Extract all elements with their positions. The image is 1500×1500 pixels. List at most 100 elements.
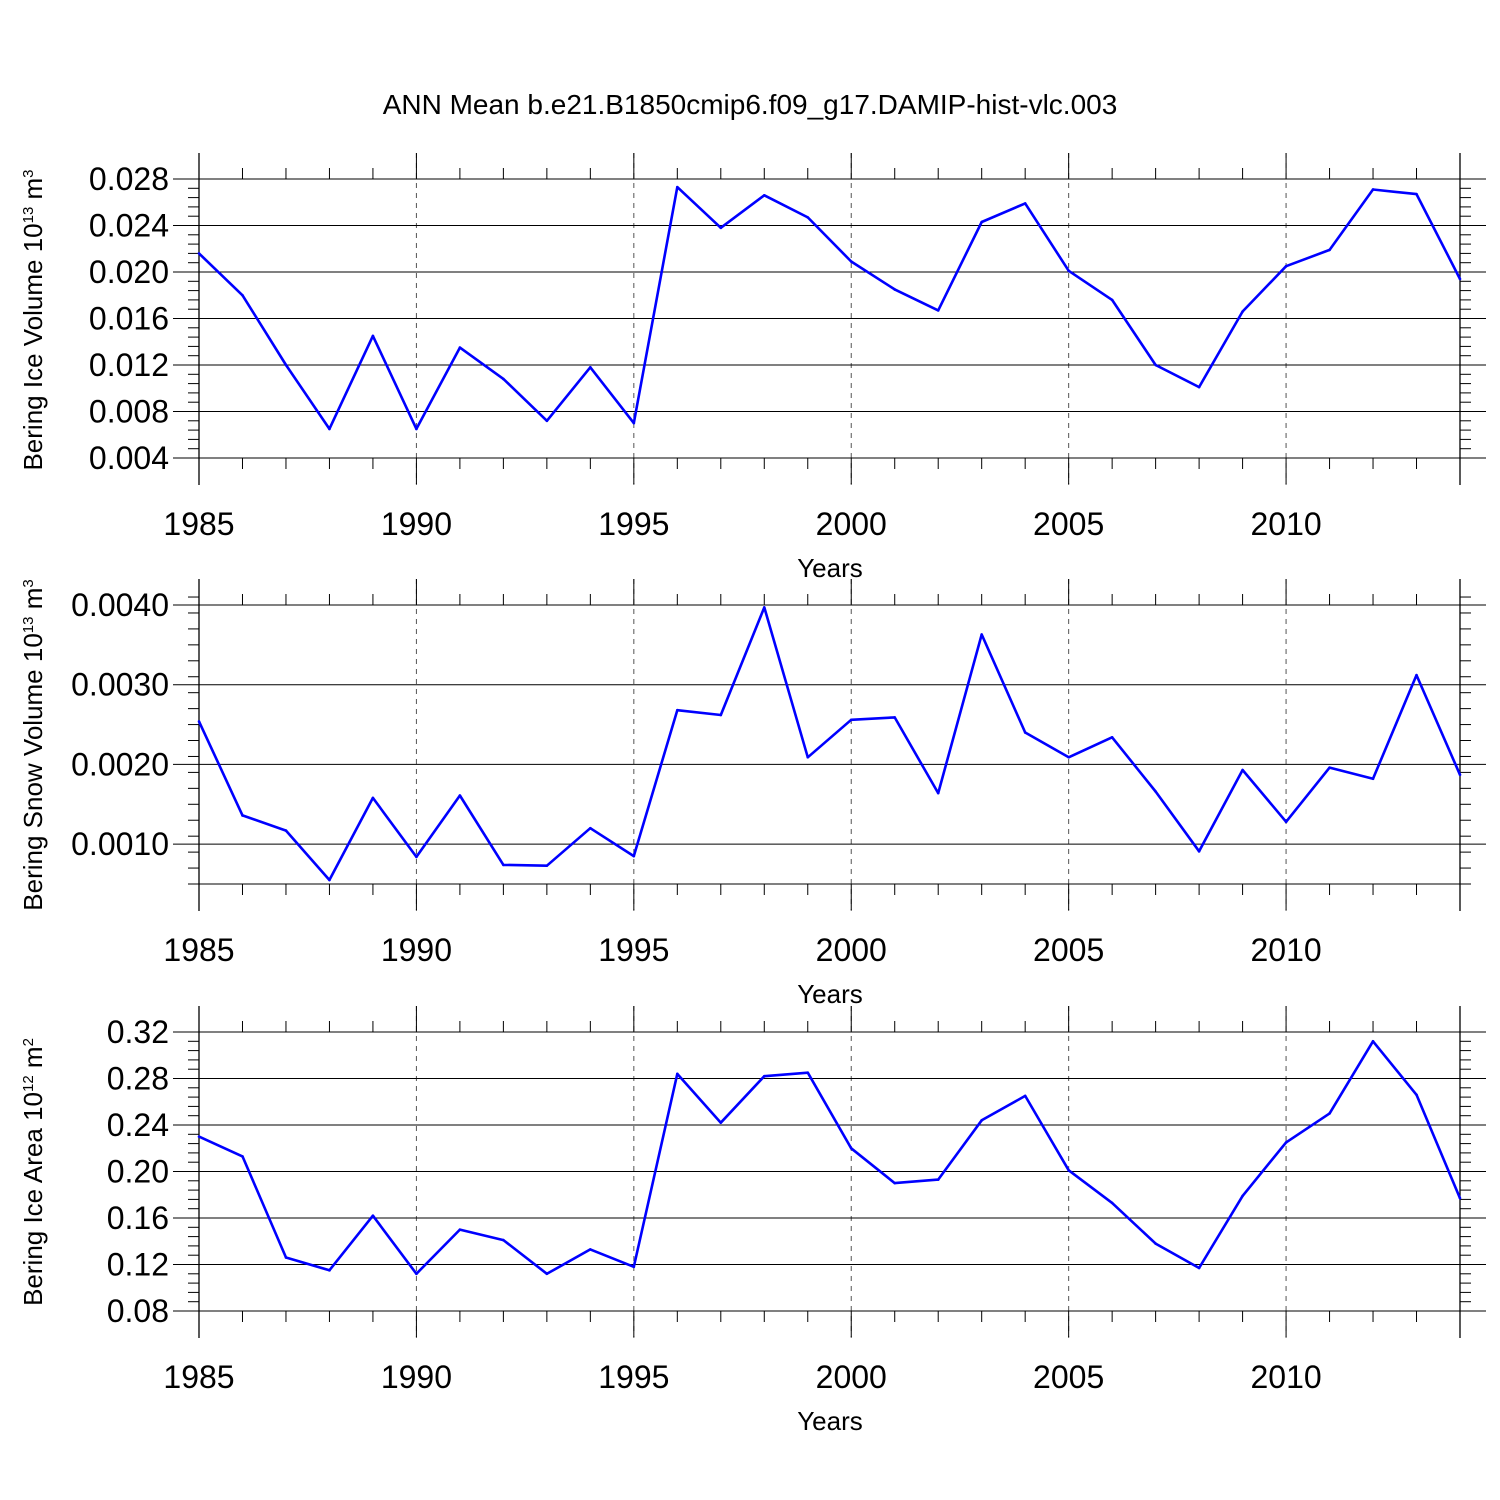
y-tick-label: 0.0030 xyxy=(71,667,169,703)
data-point xyxy=(676,1072,679,1076)
x-tick-label: 2005 xyxy=(1033,932,1104,968)
data-point xyxy=(1458,773,1462,777)
data-point xyxy=(936,1178,940,1181)
data-point xyxy=(1328,1112,1331,1115)
y-axis-title-part: m xyxy=(18,1046,48,1075)
x-axis-title: Years xyxy=(797,1406,863,1436)
data-point xyxy=(1415,192,1418,196)
data-point xyxy=(762,1074,766,1078)
data-point xyxy=(980,1119,983,1122)
x-tick-label: 1995 xyxy=(598,506,669,542)
data-point xyxy=(284,363,288,367)
y-axis-title-part: Bering Ice Volume 10 xyxy=(18,223,48,470)
x-tick-label: 2010 xyxy=(1250,932,1321,968)
data-point xyxy=(980,633,983,636)
data-point xyxy=(632,854,636,858)
data-point xyxy=(936,309,940,312)
data-point xyxy=(502,377,505,381)
y-tick-label: 0.0040 xyxy=(71,587,169,623)
data-point xyxy=(1415,1093,1418,1097)
data-point xyxy=(719,713,723,717)
x-tick-label: 2005 xyxy=(1033,1359,1104,1395)
data-point xyxy=(893,716,897,719)
data-point xyxy=(415,1272,418,1276)
y-axis-title-part: Bering Ice Area 10 xyxy=(18,1092,48,1306)
y-axis-title: Bering Snow Volume 1013 m3 xyxy=(18,579,48,910)
data-point xyxy=(719,226,723,230)
panel-1: 0.004 0.008 0.012 0.016 0.020 0.024 0.028 1985 1… xyxy=(18,153,1486,583)
data-point xyxy=(1328,766,1331,769)
y-tick-label: 0.12 xyxy=(107,1247,169,1283)
x-tick-label: 2000 xyxy=(816,1359,887,1395)
data-point xyxy=(589,1248,592,1251)
y-tick-label: 0.008 xyxy=(89,394,169,430)
data-point xyxy=(893,1181,897,1185)
data-point xyxy=(1241,310,1244,313)
data-point xyxy=(1371,1040,1375,1043)
data-point xyxy=(936,791,940,795)
y-tick-label: 0.0020 xyxy=(71,746,169,782)
data-point xyxy=(1197,850,1201,853)
data-point xyxy=(980,220,983,224)
data-point xyxy=(197,1135,201,1138)
data-point xyxy=(806,755,810,759)
panel-3: 0.08 0.12 0.16 0.20 0.24 0.28 0.32 1985 1990 1995… xyxy=(18,1006,1486,1436)
data-point xyxy=(284,1256,288,1259)
data-point xyxy=(328,1269,331,1272)
y-tick-label: 0.20 xyxy=(107,1154,169,1190)
y-axis-title: Bering Ice Volume 1013 m3 xyxy=(18,169,48,470)
y-axis-title-superscript: 13 xyxy=(20,207,37,224)
y-tick-label: 0.024 xyxy=(89,208,169,244)
data-point xyxy=(806,1071,810,1074)
data-point xyxy=(1067,755,1070,759)
data-point xyxy=(1241,1194,1244,1198)
x-tick-label: 1995 xyxy=(598,1359,669,1395)
y-tick-label: 0.020 xyxy=(89,254,169,290)
x-tick-label: 1985 xyxy=(163,1359,234,1395)
x-tick-label: 1985 xyxy=(163,932,234,968)
data-point xyxy=(1154,1242,1157,1245)
data-point xyxy=(502,863,505,867)
y-axis-title: Bering Ice Area 1012 m2 xyxy=(18,1038,48,1306)
data-point xyxy=(1023,202,1027,205)
data-point xyxy=(1458,277,1462,281)
data-point xyxy=(806,216,810,219)
data-point xyxy=(1241,768,1244,772)
panel-2: 0.0010 0.0020 0.0030 0.0040 1985 1990 1995 2000… xyxy=(18,579,1486,1009)
data-point xyxy=(1110,736,1114,739)
data-point xyxy=(241,814,244,817)
data-point xyxy=(328,878,331,882)
data-point xyxy=(1371,777,1375,781)
y-axis-title-superscript: 3 xyxy=(20,579,37,587)
data-point xyxy=(241,293,244,297)
series-line xyxy=(198,1040,1462,1276)
data-point xyxy=(1154,790,1157,793)
data-point xyxy=(458,346,462,349)
data-point xyxy=(1110,1201,1114,1205)
y-axis-title-superscript: 13 xyxy=(20,617,37,634)
data-point xyxy=(1023,731,1027,734)
x-tick-label: 1990 xyxy=(381,932,452,968)
data-point xyxy=(1284,264,1288,268)
x-tick-label: 2000 xyxy=(816,932,887,968)
y-tick-label: 0.012 xyxy=(89,347,169,383)
data-point xyxy=(676,708,679,712)
data-point xyxy=(1284,1141,1288,1144)
data-point xyxy=(545,1272,549,1276)
x-axis-title: Years xyxy=(797,979,863,1009)
data-point xyxy=(284,829,288,832)
data-point xyxy=(849,1146,853,1150)
data-point xyxy=(371,334,375,338)
data-point xyxy=(371,796,375,800)
x-tick-label: 1995 xyxy=(598,932,669,968)
series-line xyxy=(197,606,1462,882)
y-tick-label: 0.16 xyxy=(107,1200,169,1236)
y-axis-title-superscript: 12 xyxy=(20,1075,37,1092)
y-axis-title-superscript: 3 xyxy=(20,169,37,177)
y-tick-label: 0.004 xyxy=(89,440,169,476)
x-tick-label: 1985 xyxy=(163,506,234,542)
data-point xyxy=(1371,188,1375,191)
data-point xyxy=(849,718,853,722)
data-point xyxy=(1067,1169,1070,1172)
